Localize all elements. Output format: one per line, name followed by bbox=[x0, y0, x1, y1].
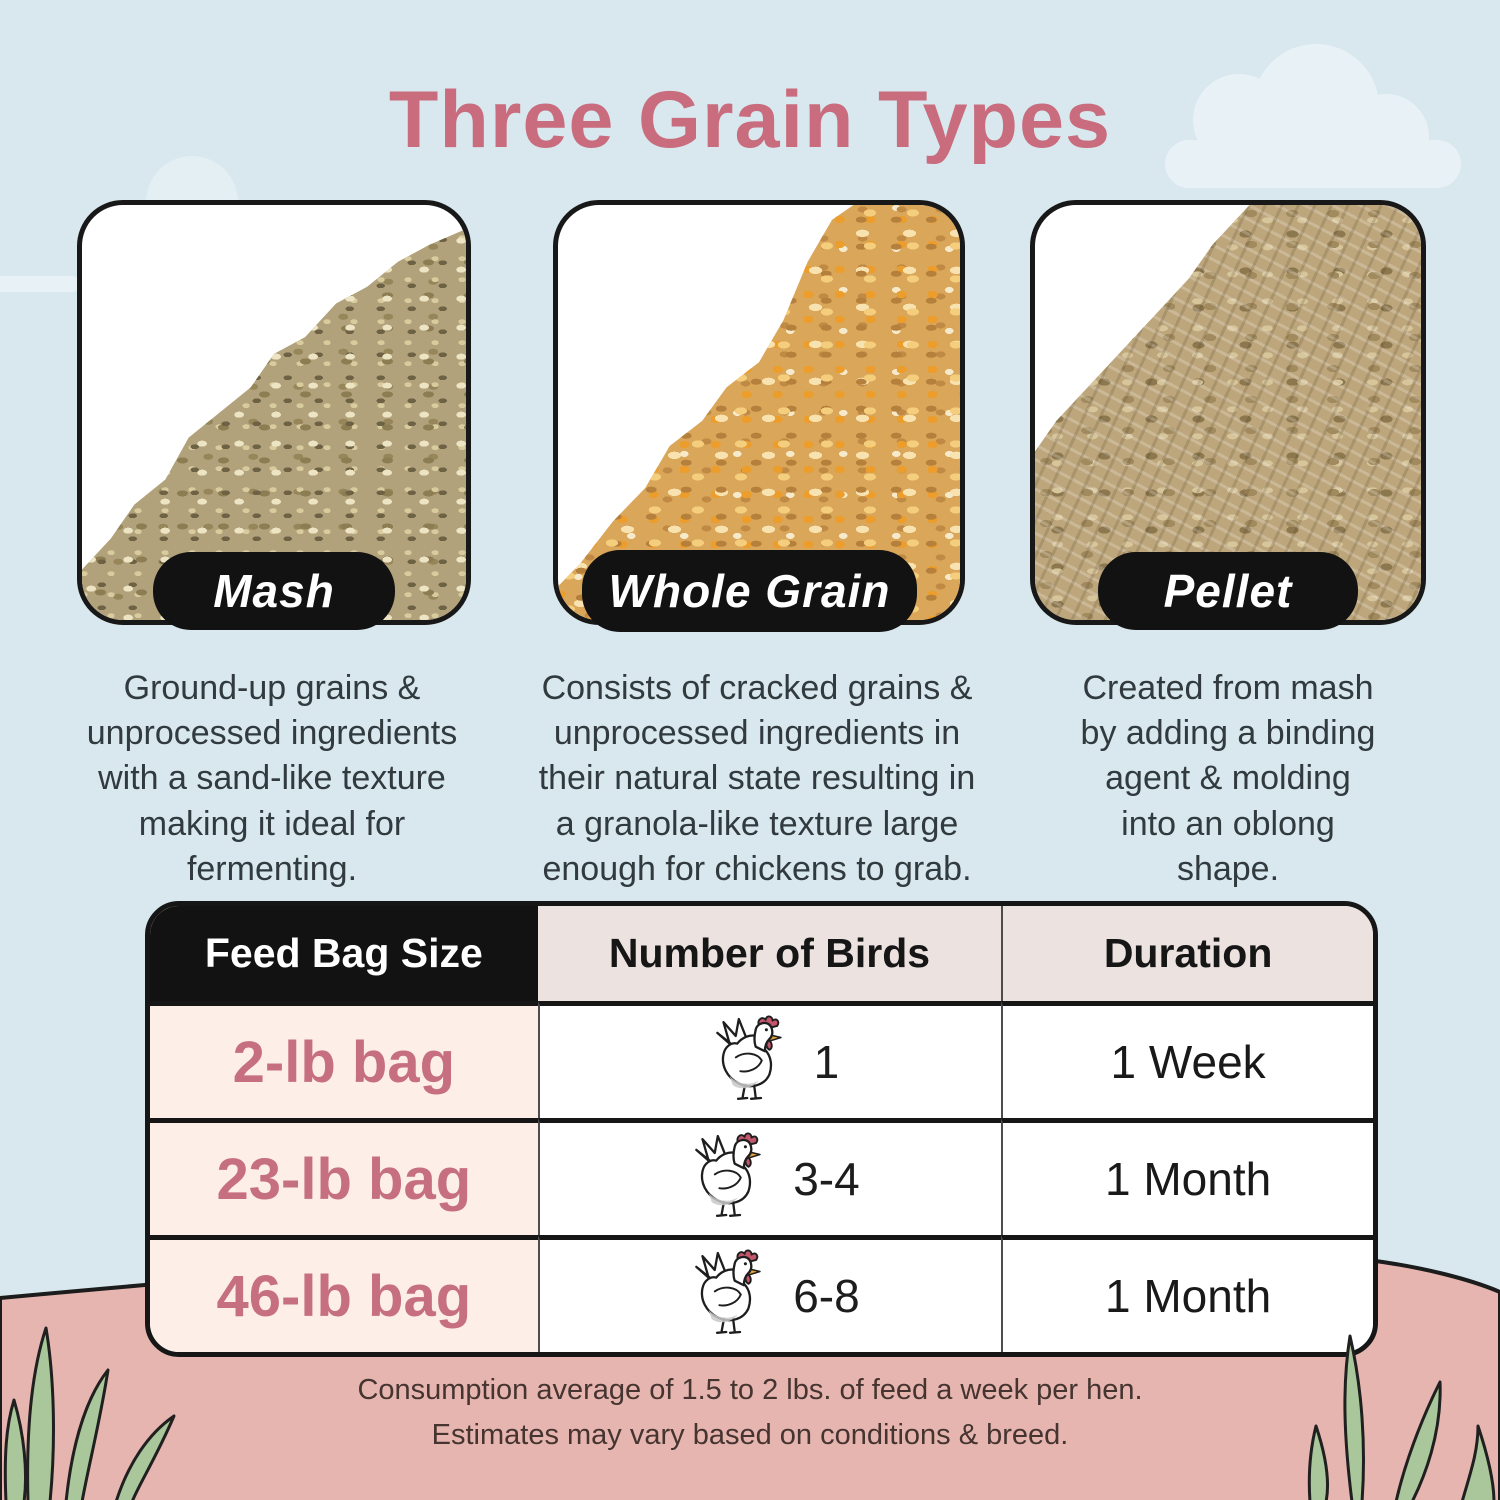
grain-label-text: Pellet bbox=[1163, 565, 1293, 617]
grain-label-pellet: Pellet bbox=[1098, 552, 1358, 630]
chicken-icon bbox=[695, 1249, 761, 1334]
cloud-icon bbox=[0, 276, 80, 292]
table-row-duration: 1 Week bbox=[1001, 1001, 1373, 1118]
feed-table: Feed Bag Size Number of Birds Duration 2… bbox=[145, 901, 1378, 1357]
grain-label-text: Mash bbox=[213, 565, 335, 617]
bird-count: 3-4 bbox=[793, 1153, 860, 1205]
bird-count: 1 bbox=[813, 1036, 840, 1088]
grain-card-pellet bbox=[1030, 200, 1426, 625]
grain-description-mash: Ground-up grains & unprocessed ingredien… bbox=[86, 669, 458, 888]
grain-description-whole-grain: Consists of cracked grains & unprocessed… bbox=[538, 669, 976, 888]
grass-icon bbox=[3, 1326, 1496, 1500]
column-header-number-of-birds: Number of Birds bbox=[537, 906, 1002, 1001]
table-row-birds: 1 bbox=[537, 1001, 1002, 1118]
table-row-birds: 3-4 bbox=[537, 1118, 1002, 1235]
table-row-bag-size: 2-lb bag bbox=[150, 1001, 538, 1118]
cloud-icon bbox=[1165, 44, 1461, 188]
table-row-bag-size: 23-lb bag bbox=[150, 1118, 538, 1235]
column-header-feed-bag-size: Feed Bag Size bbox=[150, 906, 538, 1001]
bird-count: 6-8 bbox=[793, 1270, 860, 1322]
grain-card-mash bbox=[77, 200, 471, 625]
column-header-duration: Duration bbox=[1001, 906, 1373, 1001]
table-row-duration: 1 Month bbox=[1001, 1235, 1373, 1352]
grain-label-whole-grain: Whole Grain bbox=[582, 550, 917, 632]
grain-description-pellet: Created from mash by adding a binding ag… bbox=[1080, 669, 1376, 888]
table-row-bag-size: 46-lb bag bbox=[150, 1235, 538, 1352]
grain-label-mash: Mash bbox=[153, 552, 395, 630]
chicken-icon bbox=[695, 1132, 761, 1217]
table-row-duration: 1 Month bbox=[1001, 1118, 1373, 1235]
page-title: Three Grain Types bbox=[388, 75, 1112, 165]
chicken-icon bbox=[715, 1015, 782, 1100]
consumption-footnote: Consumption average of 1.5 to 2 lbs. of … bbox=[357, 1374, 1143, 1451]
table-row-birds: 6-8 bbox=[537, 1235, 1002, 1352]
grain-label-text: Whole Grain bbox=[608, 565, 891, 617]
